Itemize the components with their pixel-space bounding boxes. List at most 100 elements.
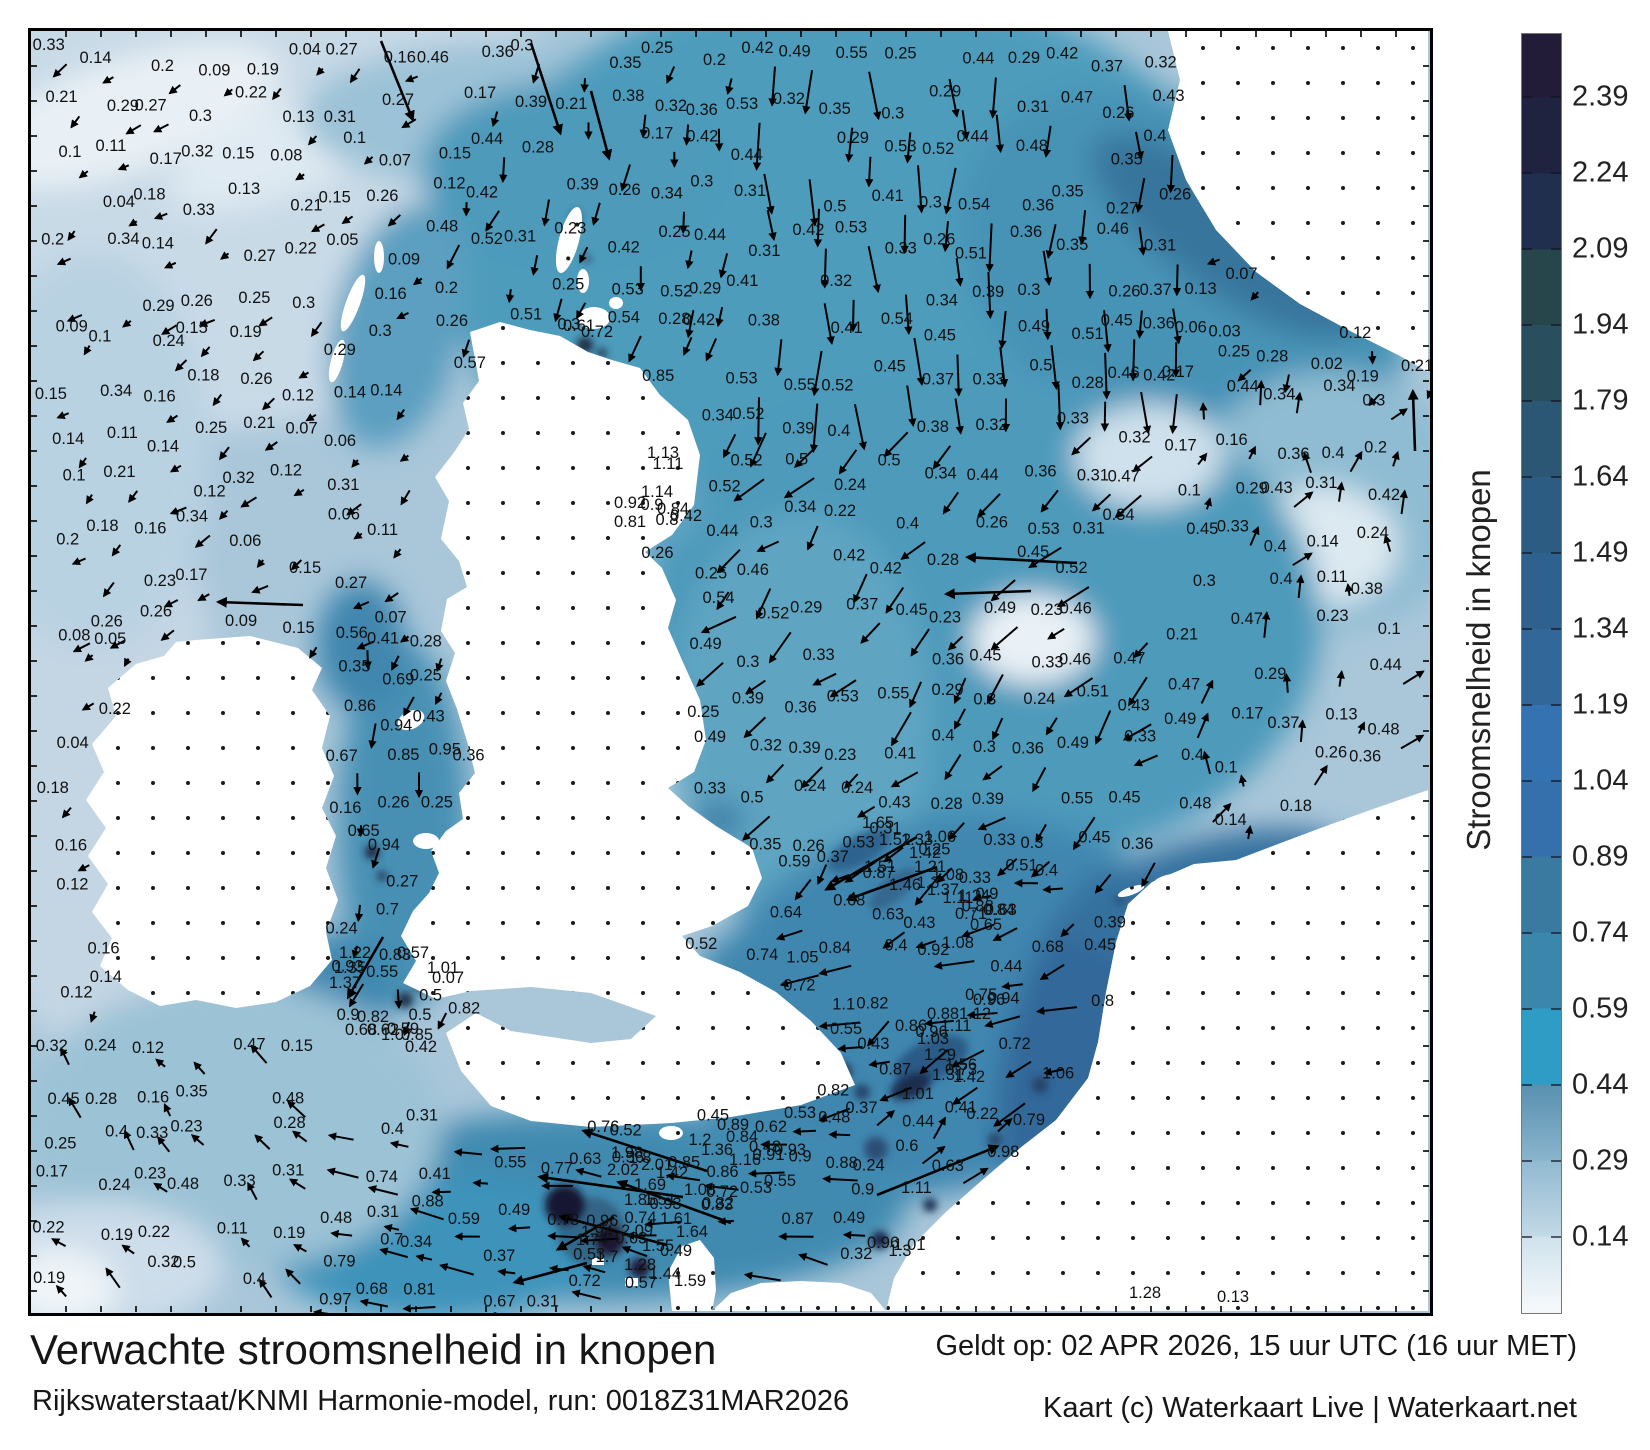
current-speed-value: 0.21	[290, 196, 322, 214]
current-direction-arrow	[291, 1130, 308, 1143]
current-direction-arrow	[1237, 368, 1252, 382]
current-speed-value: 0.45	[1186, 520, 1218, 538]
current-speed-value: 0.42	[792, 221, 824, 239]
current-speed-value: 0.33	[136, 1124, 168, 1142]
current-speed-value: 0.45	[1017, 543, 1049, 561]
current-speed-value: 0.09	[225, 612, 257, 630]
current-speed-value: 0.86	[344, 697, 376, 715]
current-direction-arrow	[830, 874, 850, 883]
current-direction-arrow	[394, 989, 403, 1010]
current-speed-value: 0.25	[552, 275, 584, 293]
current-direction-arrow	[783, 477, 815, 499]
current-direction-arrow	[1249, 525, 1260, 546]
current-direction-arrow	[891, 711, 912, 747]
current-speed-value: 0.26	[641, 544, 673, 562]
current-direction-arrow	[700, 615, 737, 634]
current-speed-value: 0.34	[107, 230, 139, 248]
current-speed-value: 0.44	[902, 1112, 934, 1130]
current-direction-arrow	[718, 253, 729, 279]
current-direction-arrow	[1042, 885, 1063, 894]
colorbar-tick-mark	[1522, 551, 1532, 554]
current-speed-value: 0.44	[967, 466, 999, 484]
current-direction-arrow	[915, 940, 937, 950]
current-speed-value: 1.8	[629, 1149, 652, 1167]
current-speed-value: 0.4	[105, 1123, 128, 1141]
current-direction-arrow	[914, 873, 942, 906]
current-direction-arrow	[1035, 1006, 1078, 1015]
current-speed-value: 0.13	[1185, 280, 1217, 298]
current-speed-value: 0.48	[272, 1090, 304, 1108]
current-speed-value: 0.64	[770, 904, 802, 922]
current-speed-value: 0.62	[367, 1021, 399, 1039]
current-value-labels: 0.33 0.21 0.1 0.2 0.09 0.15 0.14 0.1 0.2 0.14 0.29…	[32, 36, 1430, 1310]
current-direction-arrow	[351, 945, 360, 959]
current-speed-value: 0.14	[79, 49, 111, 67]
current-speed-value: 0.4	[1322, 444, 1345, 462]
current-speed-value: 0.65	[970, 916, 1002, 934]
current-direction-arrow	[368, 723, 377, 750]
current-direction-arrow	[747, 1169, 785, 1178]
current-speed-value: 0.33	[694, 779, 726, 797]
current-direction-arrow	[984, 1015, 1021, 1029]
current-direction-arrow	[1043, 308, 1052, 341]
current-direction-arrow	[1078, 210, 1087, 246]
current-direction-arrow	[1040, 489, 1059, 513]
current-speed-value: 0.43	[1261, 479, 1293, 497]
current-speed-value: 0.72	[581, 323, 613, 341]
current-speed-value: 0.26	[378, 793, 410, 811]
map-border-ticks	[31, 31, 1429, 1312]
current-direction-arrow	[802, 69, 814, 115]
current-speed-value: 0.31	[406, 1106, 438, 1124]
current-speed-value: 0.53	[843, 834, 875, 852]
colorbar-tick-mark	[1522, 323, 1532, 326]
colorbar-tick-mark	[1551, 247, 1561, 250]
current-direction-arrow	[1407, 388, 1419, 452]
current-speed-value: 0.8	[1091, 992, 1114, 1010]
current-direction-arrow	[153, 123, 169, 133]
current-direction-arrow	[1294, 391, 1303, 414]
current-speed-value: 0.88	[962, 898, 994, 916]
current-speed-value: 0.21	[555, 95, 587, 113]
current-direction-arrow	[1166, 154, 1176, 194]
current-speed-value: 0.34	[926, 292, 958, 310]
current-speed-value: 0.16	[134, 520, 166, 538]
current-direction-arrow	[977, 493, 1001, 518]
current-speed-value: 1.08	[932, 866, 964, 884]
current-speed-value: 0.32	[750, 737, 782, 755]
current-speed-value: 0.19	[33, 1269, 65, 1287]
current-direction-arrow	[845, 865, 938, 902]
current-speed-value: 1.21	[914, 858, 946, 876]
current-speed-value: 0.24	[1357, 524, 1389, 542]
current-speed-value: 0.79	[323, 1253, 355, 1271]
current-speed-value: 0.18	[37, 779, 69, 797]
current-speed-value: 0.37	[1267, 714, 1299, 732]
current-speed-value: 0.4	[243, 1270, 266, 1288]
current-direction-arrow	[258, 316, 273, 327]
current-speed-value: 0.83	[379, 946, 411, 964]
current-speed-value: 1.24	[958, 887, 990, 905]
current-speed-value: 0.88	[826, 1154, 858, 1172]
current-speed-value: 0.69	[382, 671, 414, 689]
current-speed-value: 0.46	[1108, 364, 1140, 382]
current-speed-value: 0.28	[522, 139, 554, 157]
current-direction-arrow	[160, 629, 175, 641]
current-speed-value: 0.34	[1103, 506, 1135, 524]
colorbar-tick-label: 1.79	[1572, 384, 1629, 417]
current-direction-arrow	[823, 303, 835, 346]
land-anglesey	[413, 833, 439, 849]
current-direction-arrow	[537, 1172, 684, 1199]
land-shetland-south	[577, 269, 589, 293]
current-speed-value: 0.36	[932, 650, 964, 668]
current-speed-value: 0.3	[1362, 392, 1385, 410]
current-direction-arrow	[102, 75, 114, 84]
current-speed-value: 0.07	[379, 152, 411, 170]
current-speed-value: 0.26	[976, 514, 1008, 532]
current-direction-arrow	[194, 534, 211, 548]
current-speed-value: 0.07	[375, 608, 407, 626]
current-direction-arrow	[900, 541, 926, 560]
current-speed-value: 0.72	[706, 1183, 738, 1201]
current-direction-arrow	[716, 591, 730, 611]
current-speed-value: 0.39	[789, 739, 821, 757]
current-speed-value: 0.52	[709, 478, 741, 496]
current-direction-arrow	[218, 446, 230, 461]
